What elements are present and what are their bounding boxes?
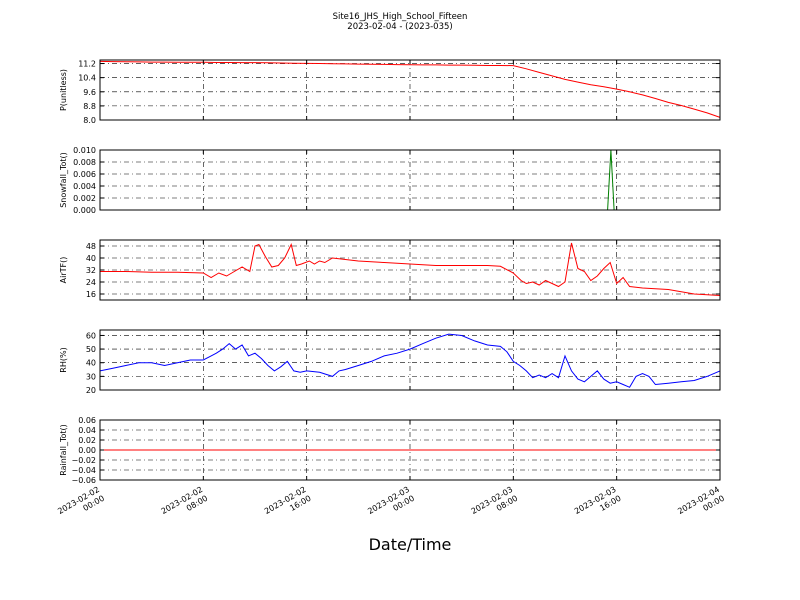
panel-1: 8.0 8.8 9.6 10.4 11.2 P(unitless) — [59, 59, 721, 125]
x-axis-label: Date/Time — [369, 535, 452, 554]
y-tick-label: 0.02 — [78, 436, 96, 445]
y-tick-label: 0.000 — [73, 206, 96, 215]
y-tick-label: 8.0 — [83, 116, 96, 125]
y-tick-label: 30 — [86, 372, 96, 381]
y-tick-label: −0.06 — [71, 476, 96, 485]
y-tick-label: 0.00 — [78, 446, 96, 455]
y-tick-label: 40 — [86, 254, 96, 263]
y-tick-label: 50 — [86, 345, 96, 354]
y-tick-label: 16 — [86, 290, 96, 299]
chart-title: Site16_JHS_High_School_Fifteen — [333, 12, 468, 22]
y-tick-label: 32 — [86, 266, 96, 275]
y-tick-label: −0.04 — [71, 466, 96, 475]
y-tick-label: 60 — [86, 331, 96, 340]
series-line — [99, 333, 721, 388]
series-line — [100, 242, 721, 296]
y-tick-label: 0.010 — [73, 146, 96, 155]
y-tick-label: 0.06 — [78, 416, 96, 425]
y-axis-label: RH(%) — [59, 347, 68, 372]
y-tick-label: 0.006 — [73, 170, 96, 179]
y-tick-label: 0.002 — [73, 194, 96, 203]
y-tick-label: 8.8 — [83, 102, 96, 111]
panel-2: 0.000 0.002 0.004 0.006 0.008 0.010 Snowfall_T… — [59, 146, 721, 215]
panels-group: 8.08.89.610.411.2P(unitless)0.0000.0020.… — [59, 59, 721, 485]
y-tick-label: 9.6 — [83, 88, 96, 97]
panel-5: −0.06−0.04−0.020.000.020.040.06 Rainfall_… — [59, 416, 721, 485]
y-tick-label: 24 — [86, 278, 96, 287]
y-tick-label: 40 — [86, 359, 96, 368]
y-tick-label: 20 — [86, 386, 96, 395]
y-axis-label: P(unitless) — [59, 69, 68, 111]
y-tick-label: 0.008 — [73, 158, 96, 167]
y-tick-label: 0.004 — [73, 182, 96, 191]
y-axis-label: AirTF() — [59, 257, 68, 284]
y-tick-label: −0.02 — [71, 456, 96, 465]
panel-4: 20 30 40 50 60 RH(%) — [59, 329, 721, 395]
y-tick-label: 11.2 — [78, 60, 96, 69]
y-axis-label: Snowfall_Tot() — [59, 152, 68, 208]
y-tick-label: 48 — [86, 242, 96, 251]
y-axis-label: Rainfall_Tot() — [59, 424, 68, 476]
chart-subtitle: 2023-02-04 - (2023-035) — [347, 22, 452, 32]
panel-3: 16 24 32 40 48 AirTF() — [59, 239, 721, 301]
y-tick-label: 10.4 — [78, 74, 96, 83]
y-tick-label: 0.04 — [78, 426, 96, 435]
